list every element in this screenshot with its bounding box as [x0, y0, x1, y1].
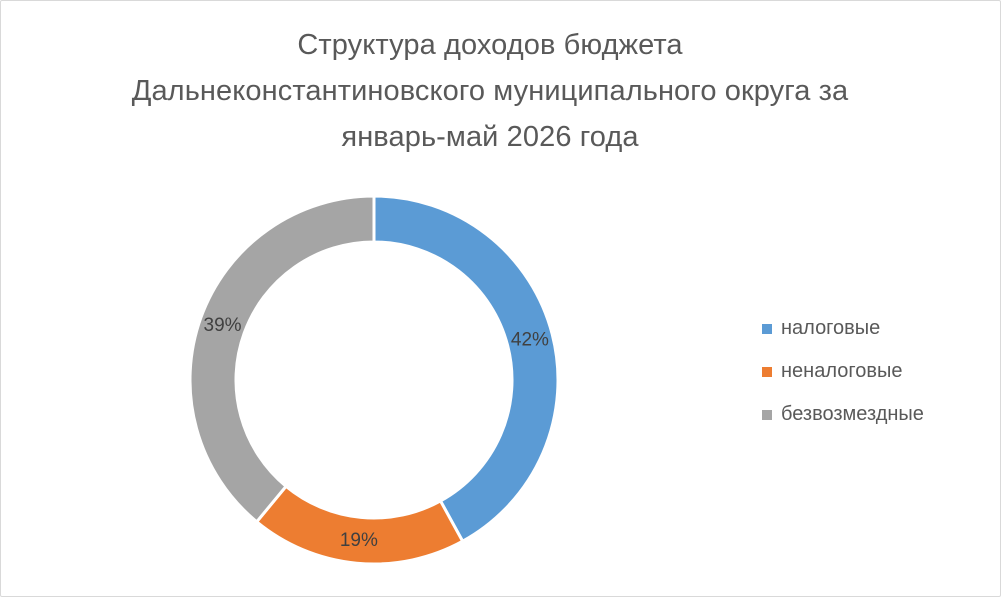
donut-slices: [188, 194, 560, 566]
data-label-grants: 39%: [204, 315, 242, 336]
donut-data-labels: 42% 19% 39%: [204, 315, 550, 551]
legend-swatch-non-taxes: [762, 366, 772, 377]
chart-title: Структура доходов бюджета Дальнеконстант…: [60, 22, 920, 160]
donut-slice-taxes: [372, 194, 560, 544]
data-label-taxes: 42%: [511, 329, 549, 350]
legend-swatch-taxes: [762, 323, 772, 334]
chart-title-line-1: Структура доходов бюджета: [297, 29, 683, 61]
legend-item-non-taxes: неналоговые: [762, 350, 924, 393]
legend-label-taxes: налоговые: [781, 317, 881, 339]
data-label-non-taxes: 19%: [340, 530, 378, 551]
legend-item-grants: безвозмездные: [762, 393, 924, 436]
legend-label-non-taxes: неналоговые: [781, 360, 903, 382]
legend-label-grants: безвозмездные: [781, 403, 924, 425]
donut-slice-grants: [188, 194, 376, 524]
legend-swatch-grants: [762, 409, 772, 420]
chart-title-line-3: январь-май 2026 года: [341, 121, 639, 153]
legend-item-taxes: налоговые: [762, 307, 924, 350]
donut-slice-non-taxes: [254, 484, 465, 566]
chart-title-line-2: Дальнеконстантиновского муниципального о…: [131, 75, 849, 107]
chart-legend: налоговые неналоговые безвозмездные: [762, 307, 924, 436]
